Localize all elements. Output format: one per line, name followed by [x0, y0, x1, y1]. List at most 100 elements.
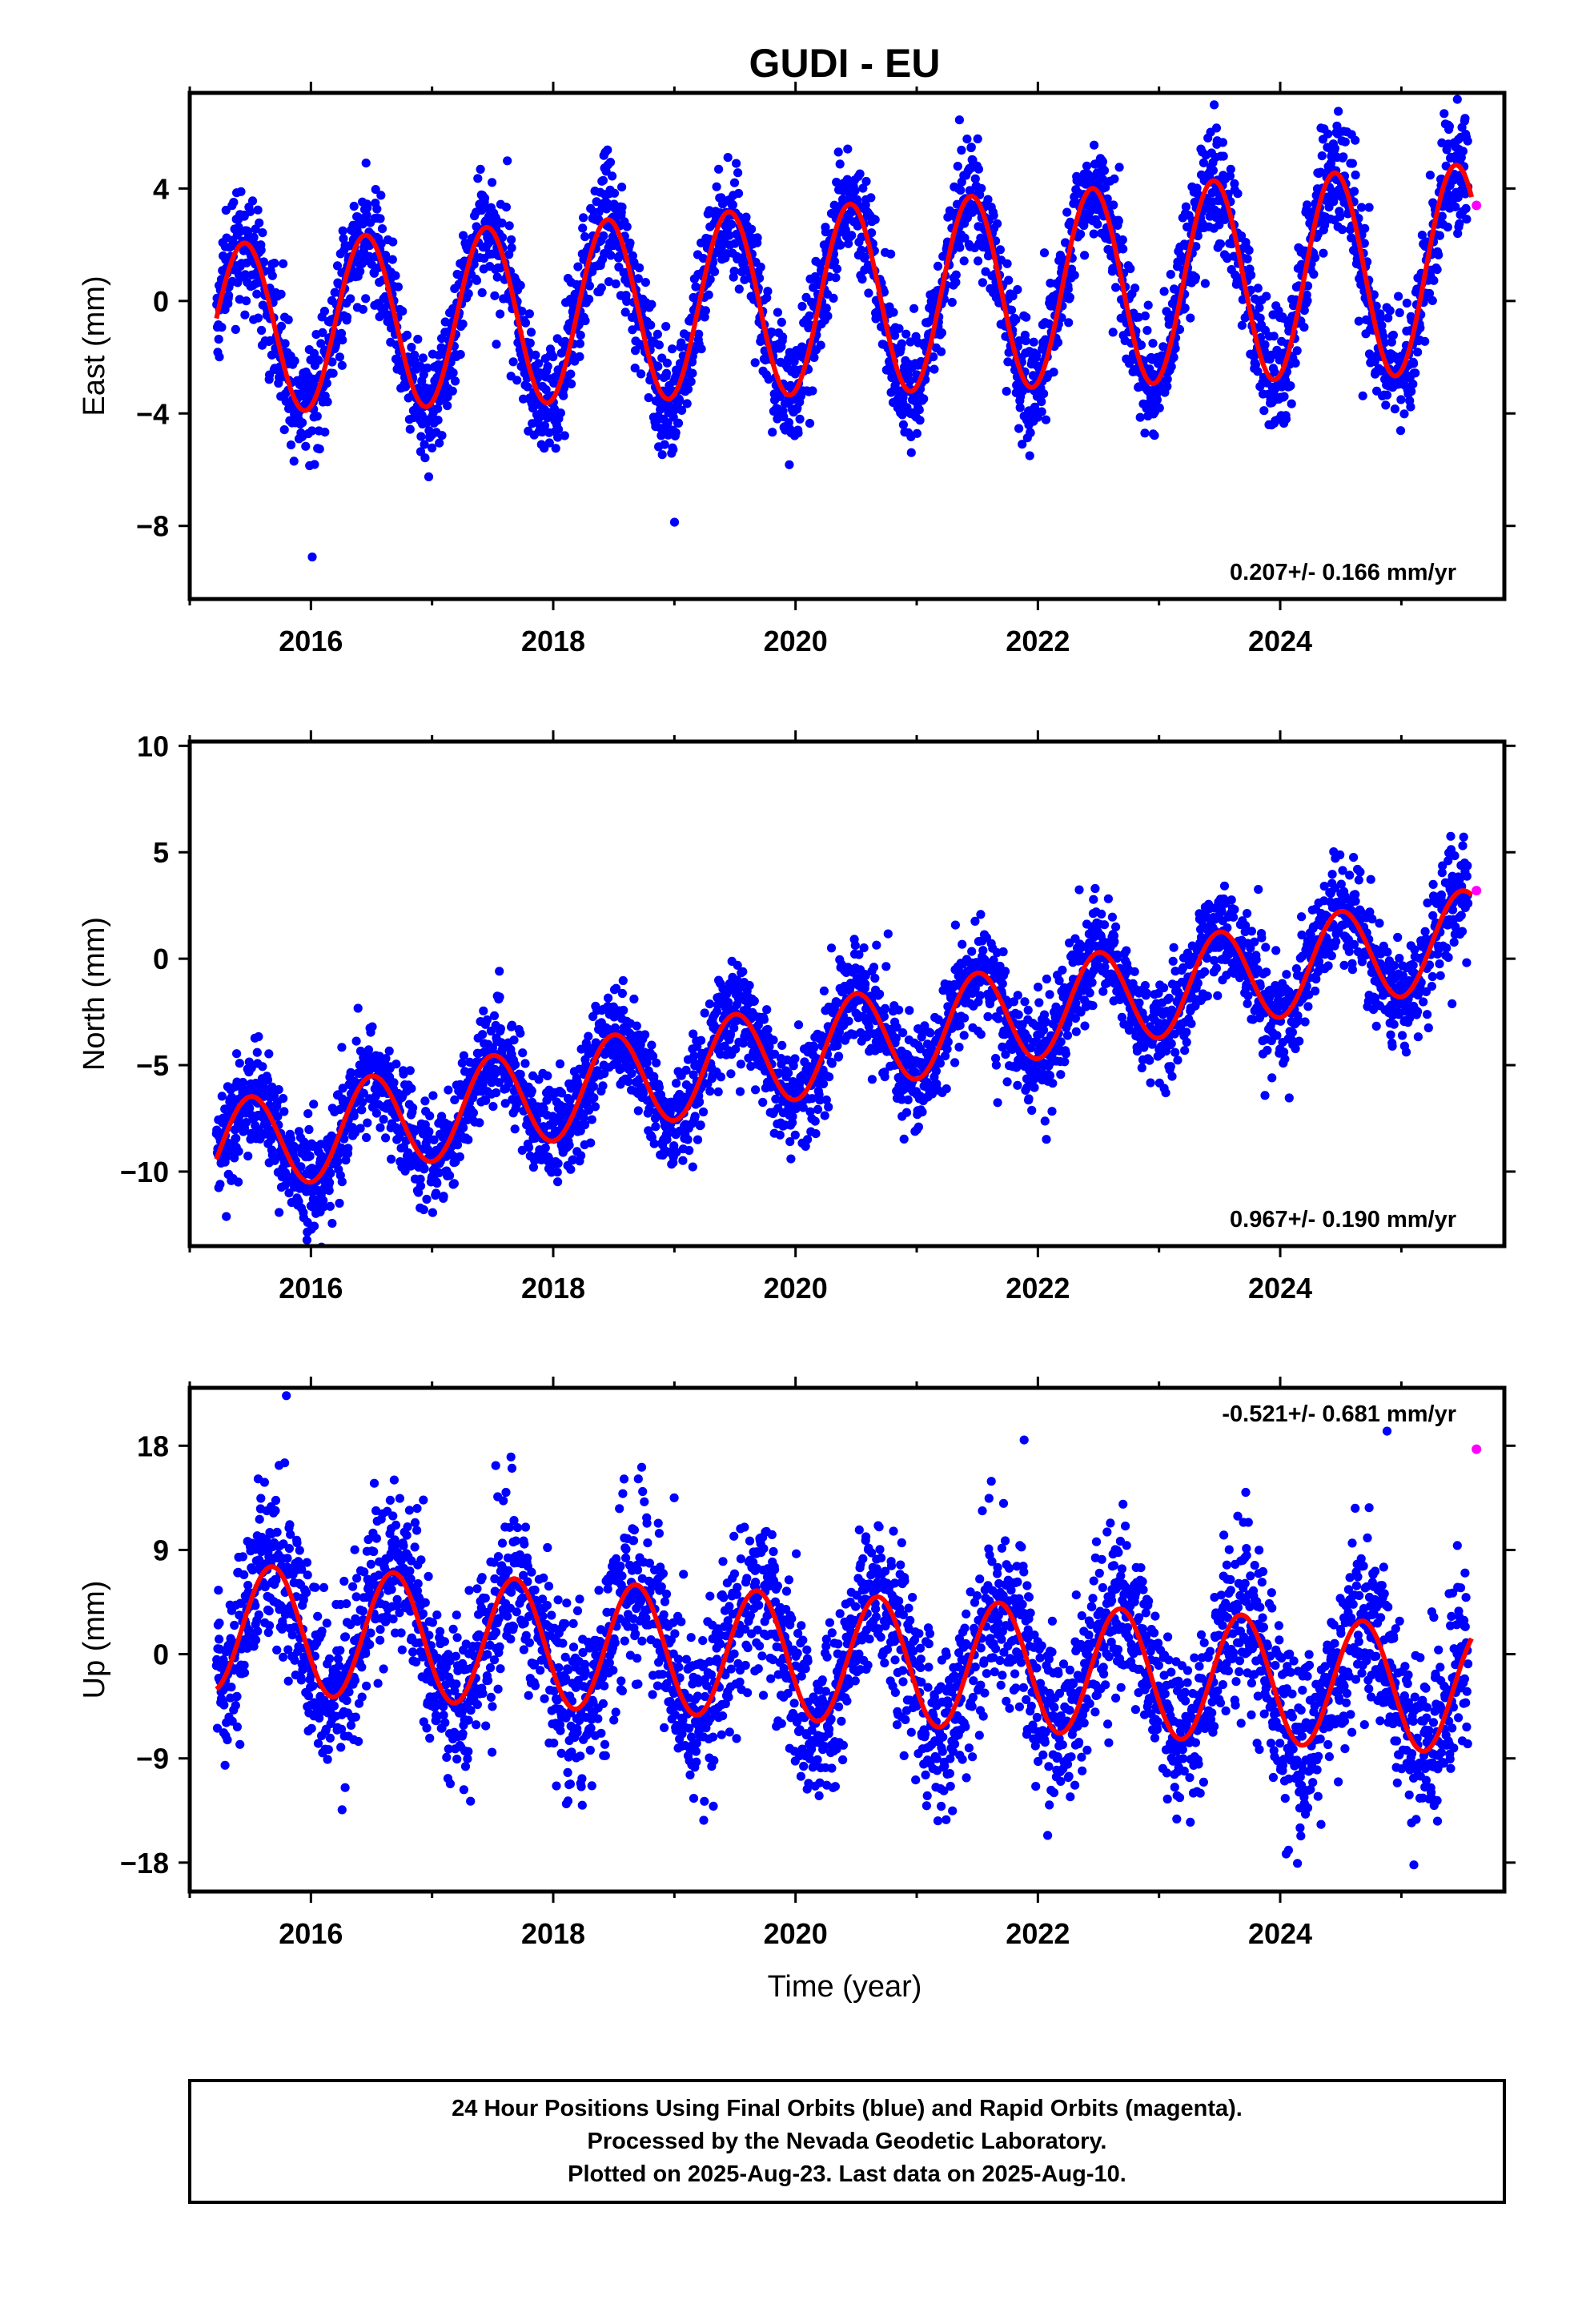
east-data-point	[1181, 202, 1191, 211]
east-data-point	[316, 339, 326, 348]
east-y-tick-label: −4	[136, 397, 169, 430]
east-data-point	[661, 322, 671, 332]
north-data-point	[389, 1078, 399, 1088]
east-data-point	[989, 211, 998, 220]
north-data-point	[640, 1030, 650, 1039]
east-data-point	[688, 368, 697, 378]
north-data-point	[217, 1092, 227, 1101]
east-data-point	[1002, 259, 1012, 268]
north-data-point	[524, 1143, 534, 1152]
east-data-point	[575, 352, 584, 361]
north-data-point	[649, 1139, 659, 1148]
north-data-point	[479, 1006, 488, 1015]
north-data-point	[324, 1186, 334, 1196]
east-data-point	[1420, 336, 1430, 346]
east-data-point	[850, 186, 860, 195]
north-data-point	[222, 1212, 231, 1221]
east-data-point	[553, 432, 563, 442]
east-data-point	[937, 347, 946, 356]
east-data-point	[864, 288, 873, 298]
east-data-point	[318, 328, 327, 337]
east-data-point	[660, 440, 669, 449]
north-data-point	[235, 1059, 244, 1068]
east-data-point	[1334, 107, 1343, 116]
east-data-point	[580, 232, 590, 242]
east-data-point	[729, 178, 740, 187]
east-data-point	[1461, 203, 1471, 213]
east-data-point	[1432, 265, 1442, 275]
east-data-point	[728, 200, 738, 210]
north-data-point	[279, 1094, 288, 1104]
east-data-point	[671, 428, 681, 437]
north-data-point	[587, 1115, 596, 1124]
east-data-point	[930, 364, 939, 374]
east-data-point	[560, 431, 569, 440]
east-data-point	[214, 335, 223, 344]
east-data-point	[842, 175, 852, 184]
east-data-point	[970, 174, 980, 183]
east-data-point	[1211, 123, 1222, 133]
east-data-point	[375, 214, 385, 223]
east-data-point	[857, 245, 866, 255]
east-data-point	[609, 188, 620, 198]
east-data-point	[901, 329, 911, 339]
east-data-point	[497, 232, 508, 243]
east-data-point	[912, 428, 921, 438]
east-data-point	[741, 212, 751, 222]
east-data-point	[372, 204, 382, 214]
north-data-point	[379, 1115, 388, 1124]
east-data-point	[490, 291, 500, 300]
east-y-axis-label: East (mm)	[78, 275, 111, 416]
north-data-point	[552, 1168, 562, 1177]
east-data-point	[622, 222, 632, 231]
north-data-point	[420, 1096, 430, 1106]
north-data-point	[576, 1151, 586, 1160]
east-data-point	[1402, 298, 1411, 308]
north-data-point	[696, 1120, 705, 1130]
east-data-point	[906, 448, 916, 457]
east-data-point	[319, 307, 329, 316]
north-data-point	[407, 1084, 416, 1093]
east-data-point	[797, 301, 807, 312]
east-data-point	[1148, 339, 1158, 348]
east-data-point	[1237, 231, 1247, 241]
north-data-point	[784, 1068, 793, 1078]
north-data-point	[586, 1138, 596, 1148]
north-data-point	[749, 996, 759, 1006]
east-data-point	[1359, 239, 1369, 248]
east-data-point	[605, 158, 616, 167]
east-data-point	[1154, 403, 1164, 412]
east-data-point	[691, 282, 701, 292]
east-data-point	[1443, 223, 1452, 232]
east-data-point	[1022, 312, 1031, 322]
east-data-point	[349, 201, 359, 211]
east-data-point	[795, 414, 805, 424]
east-data-point	[1243, 254, 1252, 263]
east-data-point	[841, 225, 850, 235]
east-data-point	[1425, 171, 1435, 180]
east-data-point	[480, 193, 490, 203]
north-data-point	[428, 1208, 438, 1217]
north-data-point	[478, 1030, 488, 1039]
east-data-point	[361, 159, 371, 168]
east-data-point	[1011, 315, 1021, 324]
east-data-point	[1299, 323, 1309, 332]
north-data-point	[762, 1005, 772, 1015]
east-data-point	[952, 199, 962, 209]
east-data-point	[732, 159, 741, 168]
east-data-point	[255, 218, 264, 227]
east-data-point	[504, 221, 514, 231]
east-data-point	[1427, 296, 1437, 305]
east-data-point	[1110, 174, 1119, 183]
east-data-point	[661, 368, 672, 378]
east-data-point	[809, 352, 819, 362]
east-data-point	[443, 401, 452, 411]
east-data-point	[966, 143, 976, 152]
east-data-point	[1357, 203, 1367, 212]
east-data-point	[763, 287, 773, 296]
east-data-point	[259, 257, 269, 267]
east-data-point	[320, 428, 330, 437]
east-data-point	[280, 339, 290, 348]
east-data-point	[240, 310, 250, 320]
east-data-point	[301, 441, 311, 451]
